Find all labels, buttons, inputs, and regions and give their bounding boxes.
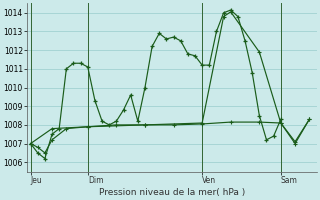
X-axis label: Pression niveau de la mer( hPa ): Pression niveau de la mer( hPa ) [99,188,245,197]
